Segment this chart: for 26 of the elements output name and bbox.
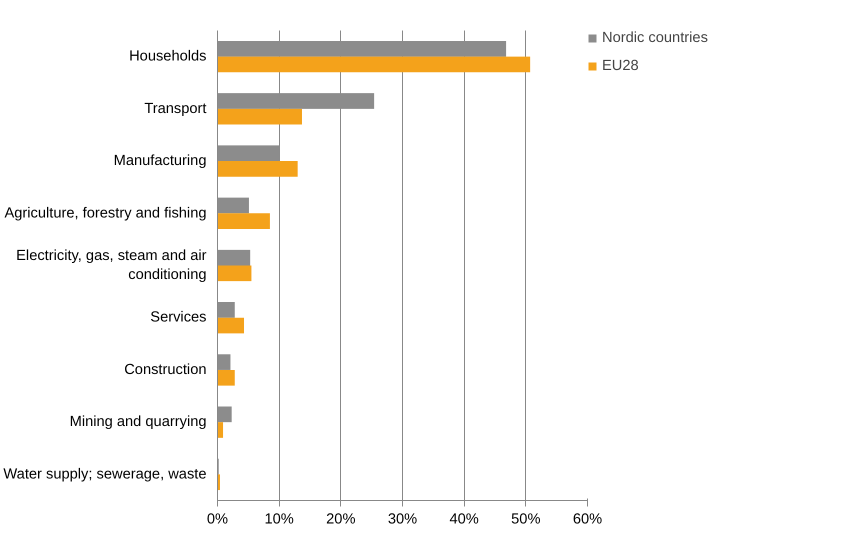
legend-label: EU28 bbox=[602, 58, 639, 74]
bar bbox=[218, 213, 270, 229]
bar bbox=[218, 422, 224, 438]
x-tick-label: 30% bbox=[388, 512, 418, 528]
bar bbox=[218, 56, 530, 72]
bar bbox=[218, 108, 302, 124]
x-tick-label: 10% bbox=[264, 512, 294, 528]
x-tick-label: 50% bbox=[511, 512, 541, 528]
x-tick-label: 20% bbox=[326, 512, 356, 528]
y-tick-label: Services bbox=[150, 310, 207, 326]
y-tick-label: Households bbox=[129, 48, 207, 65]
bar bbox=[218, 161, 298, 177]
x-tick-label: 60% bbox=[572, 512, 602, 528]
y-tick-label: Electricity, gas, steam and air conditioning bbox=[16, 248, 207, 284]
y-tick-label: Construction bbox=[124, 362, 207, 378]
y-tick-label: Agriculture, forestry and fishing bbox=[4, 205, 207, 222]
bar bbox=[218, 318, 244, 334]
y-tick-label: Water supply; sewerage, waste bbox=[3, 466, 207, 482]
y-tick-label: Manufacturing bbox=[114, 153, 207, 170]
x-tick-label: 0% bbox=[206, 512, 228, 528]
bar bbox=[218, 370, 235, 386]
legend-label: Nordic countries bbox=[602, 30, 708, 46]
bar bbox=[218, 266, 252, 282]
y-tick-label: Mining and quarrying bbox=[70, 414, 206, 430]
x-tick-label: 40% bbox=[450, 512, 479, 528]
y-tick-label: Transport bbox=[144, 100, 207, 117]
